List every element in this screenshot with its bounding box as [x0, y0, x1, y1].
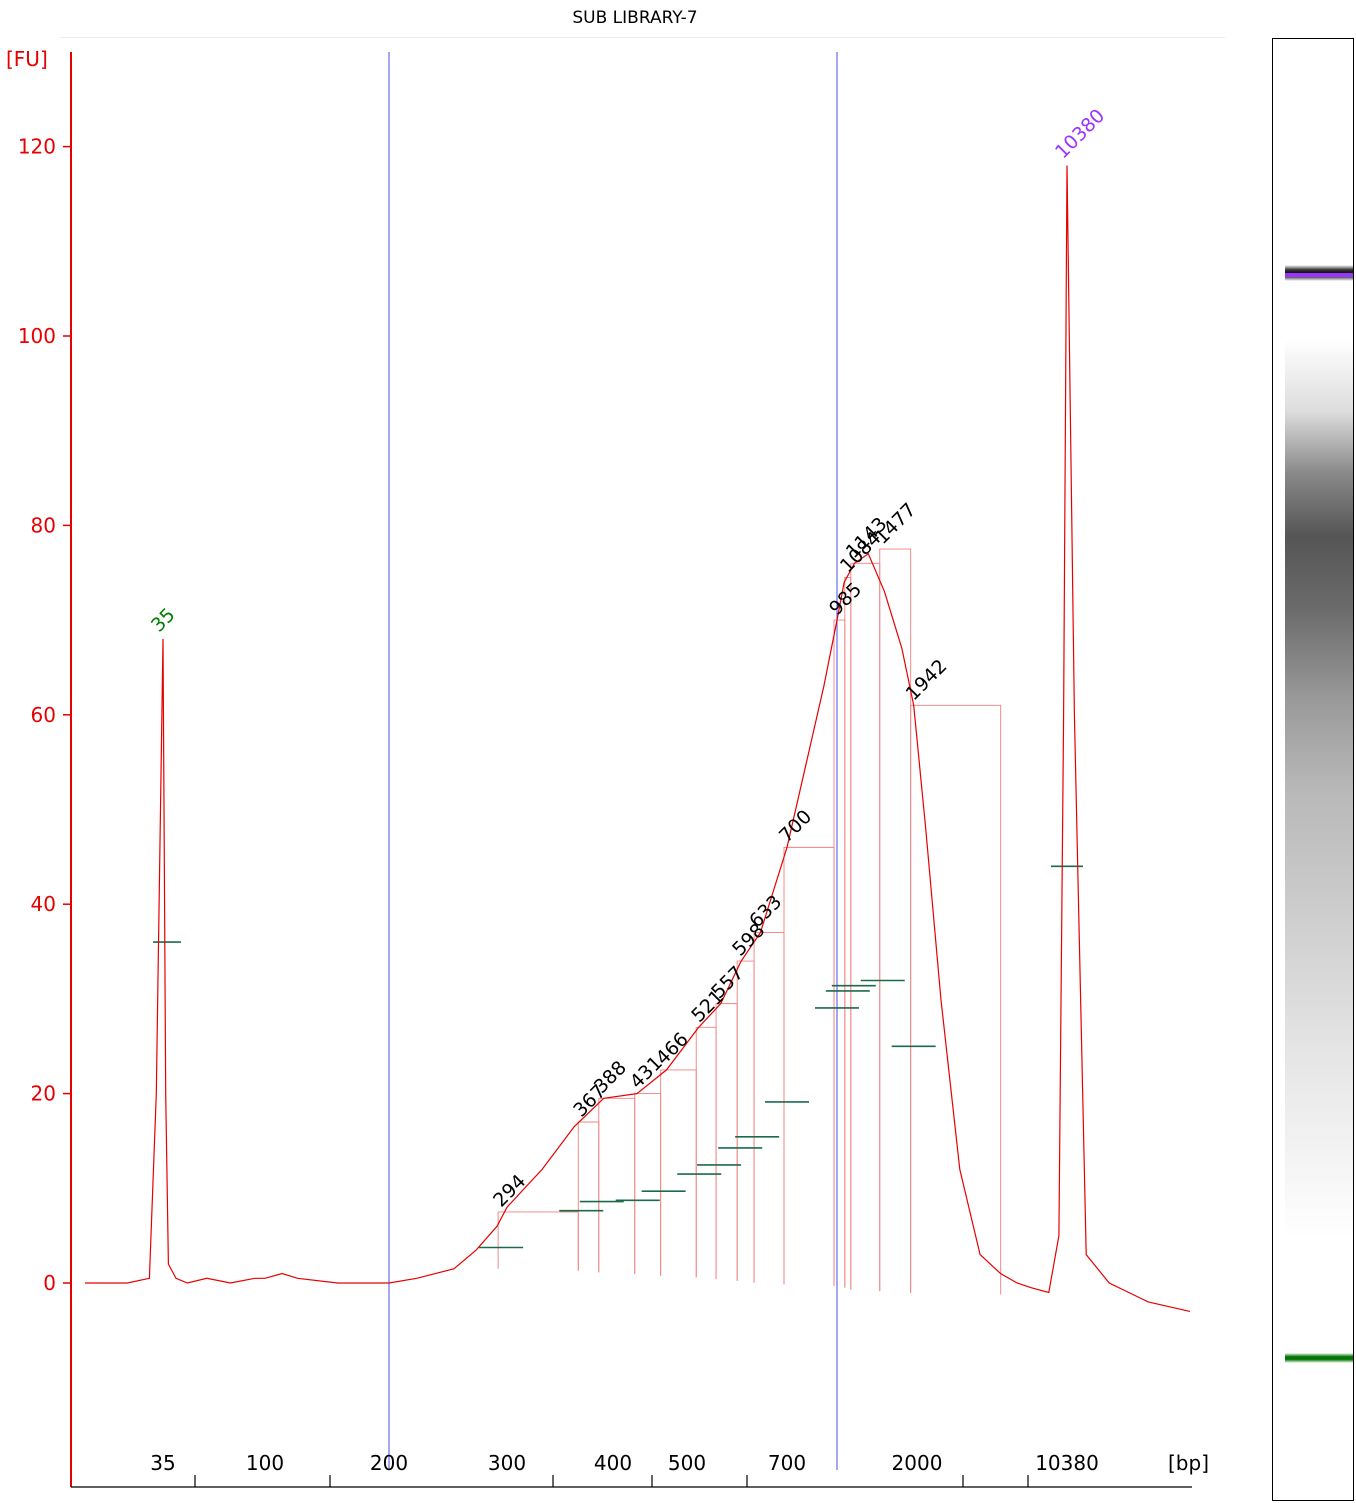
peak-label-700: 700	[775, 806, 816, 847]
x-axis-label: [bp]	[1168, 1451, 1209, 1475]
peak-baselines	[153, 865, 1083, 1249]
y-axis-label: [FU]	[6, 47, 48, 71]
y-tick-label-20: 20	[31, 1082, 56, 1106]
peak-area-985	[833, 619, 846, 1288]
fluorescence-trace	[85, 165, 1191, 1312]
x-tick-label-400: 400	[594, 1451, 632, 1475]
chart-title: SUB LIBRARY-7	[572, 8, 698, 28]
peak-labels: 2943673884314665215575986337009851084114…	[147, 105, 1109, 1212]
peak-label-1942: 1942	[902, 655, 952, 705]
peak-area-367	[577, 1121, 600, 1273]
peak-label-294: 294	[489, 1170, 530, 1211]
x-tick-label-10380: 10380	[1035, 1451, 1099, 1475]
y-tick-label-40: 40	[31, 892, 56, 916]
y-tick-label-100: 100	[18, 324, 56, 348]
gel-band-upper-marker-highlight	[1285, 273, 1353, 277]
peak-area-521	[695, 1026, 717, 1280]
peak-area-431	[634, 1093, 662, 1276]
x-tick-label-200: 200	[370, 1451, 408, 1475]
x-tick-label-700: 700	[768, 1451, 806, 1475]
region-marker-lines	[388, 52, 838, 1470]
peak-area-633	[753, 932, 785, 1285]
peak-area-700	[783, 846, 835, 1287]
x-tick-label-100: 100	[246, 1451, 284, 1475]
gel-band-smear	[1285, 339, 1353, 1239]
title-divider	[60, 37, 1225, 38]
peak-area-388	[598, 1097, 636, 1275]
x-tick-label-300: 300	[488, 1451, 526, 1475]
x-tick-label-35: 35	[150, 1451, 175, 1475]
electropherogram-plot: [FU] 0 20 40 60 80 100 120 35 100 200 300 400 500 700 2…	[6, 47, 1209, 1488]
virtual-gel-lane	[1272, 38, 1354, 1501]
y-tick-label-60: 60	[31, 703, 56, 727]
peak-area-1084	[844, 577, 852, 1290]
x-tick-label-2000: 2000	[892, 1451, 943, 1475]
peak-area-598	[736, 960, 755, 1283]
peak-area-1477	[879, 548, 912, 1293]
peak-area-1143	[850, 562, 881, 1292]
y-tick-label-80: 80	[31, 513, 56, 537]
axes: [FU] 0 20 40 60 80 100 120 35 100 200 300 400 500 700 2…	[6, 47, 1209, 1488]
y-tick-label-0: 0	[43, 1271, 56, 1295]
y-tick-label-120: 120	[18, 135, 56, 159]
peak-area-fills	[497, 548, 1002, 1295]
marker-label-10380: 10380	[1051, 105, 1109, 163]
peak-area-557	[715, 1003, 738, 1281]
peak-area-294	[497, 1211, 579, 1271]
gel-band-lower-marker	[1285, 1353, 1353, 1363]
peak-label-985: 985	[825, 578, 866, 619]
x-tick-label-500: 500	[668, 1451, 706, 1475]
marker-label-35: 35	[147, 604, 180, 637]
peak-area-1942	[910, 704, 1002, 1295]
